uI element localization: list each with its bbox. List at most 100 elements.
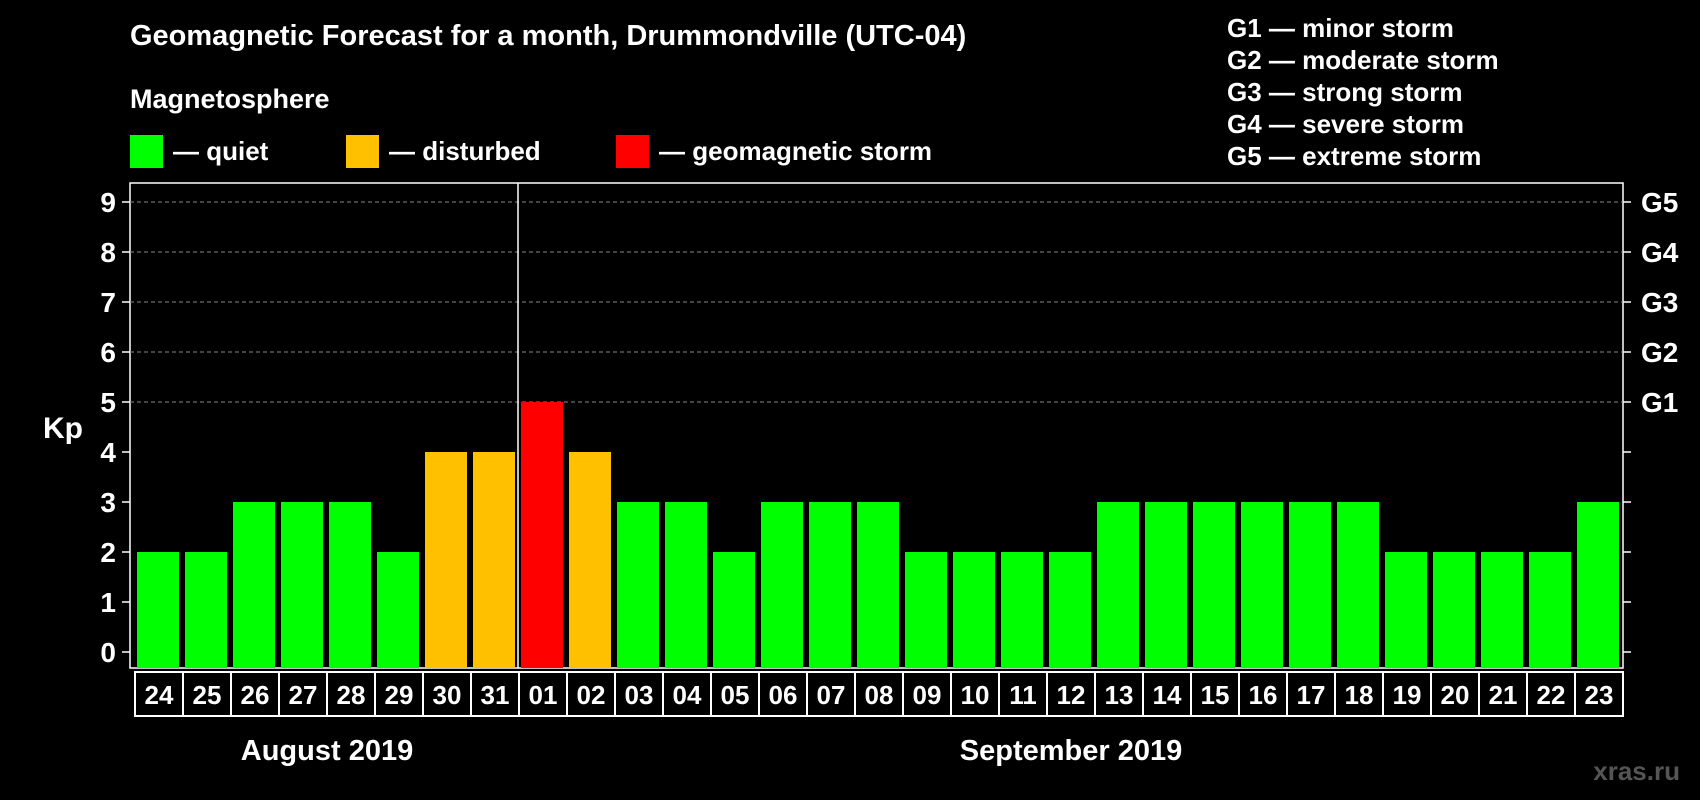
x-tick-label: 26 — [241, 680, 270, 710]
chart-title: Geomagnetic Forecast for a month, Drummo… — [130, 20, 967, 52]
watermark: xras.ru — [1593, 756, 1680, 786]
y-tick-label: 3 — [100, 487, 116, 518]
bar — [1529, 552, 1571, 668]
bar — [185, 552, 227, 668]
g-legend-g1: G1 — minor storm — [1227, 13, 1454, 43]
g-legend-g4: G4 — severe storm — [1227, 109, 1465, 139]
legend-swatch-storm — [616, 134, 649, 168]
y-axis-label: Kp — [43, 412, 83, 445]
bar — [665, 502, 707, 668]
bar — [1481, 552, 1523, 668]
bar — [1193, 502, 1235, 668]
x-tick-label: 15 — [1201, 680, 1230, 710]
g-legend-g3: G3 — strong storm — [1227, 77, 1463, 107]
month-label-september: September 2019 — [959, 735, 1183, 767]
bar — [569, 452, 611, 668]
y-tick-label: 5 — [100, 387, 116, 418]
y-tick-label: 4 — [100, 437, 116, 468]
y-tick-label: 7 — [100, 287, 116, 318]
x-tick-label: 03 — [625, 680, 654, 710]
legend-subtitle: Magnetosphere — [130, 84, 330, 114]
g-legend-g5: G5 — extreme storm — [1227, 141, 1482, 171]
legend-label-disturbed: — disturbed — [389, 135, 541, 166]
y-tick-label: 8 — [100, 237, 116, 268]
x-tick-label: 01 — [529, 680, 558, 710]
x-tick-label: 05 — [721, 680, 750, 710]
g-scale-legend: G1 — minor storm G2 — moderate storm G3 … — [1227, 12, 1499, 172]
bar — [377, 552, 419, 668]
x-tick-label: 02 — [577, 680, 606, 710]
g-level-label: G3 — [1641, 287, 1678, 318]
legend-label-quiet: — quiet — [173, 135, 269, 166]
x-tick-label: 13 — [1105, 680, 1134, 710]
y-tick-label: 9 — [100, 187, 116, 218]
g-level-label: G5 — [1641, 187, 1678, 218]
bar — [473, 452, 515, 668]
x-tick-label: 30 — [433, 680, 462, 710]
x-tick-label: 23 — [1585, 680, 1614, 710]
bar — [1289, 502, 1331, 668]
x-tick-label: 25 — [193, 680, 222, 710]
x-tick-label: 08 — [865, 680, 894, 710]
x-tick-label: 19 — [1393, 680, 1422, 710]
x-tick-label: 27 — [289, 680, 318, 710]
month-label-august: August 2019 — [240, 735, 414, 767]
bar — [1241, 502, 1283, 668]
g-legend-g2: G2 — moderate storm — [1227, 45, 1499, 75]
bar — [713, 552, 755, 668]
x-tick-label: 07 — [817, 680, 846, 710]
x-tick-label: 28 — [337, 680, 366, 710]
legend-item-disturbed: — disturbed — [346, 134, 541, 168]
x-tick-label: 17 — [1297, 680, 1326, 710]
g-level-label: G4 — [1641, 237, 1679, 268]
legend-item-storm: — geomagnetic storm — [616, 134, 932, 168]
bar — [905, 552, 947, 668]
x-tick-label: 18 — [1345, 680, 1374, 710]
bar — [617, 502, 659, 668]
bar — [521, 402, 563, 668]
bar — [425, 452, 467, 668]
bar — [953, 552, 995, 668]
bar — [809, 502, 851, 668]
bar — [1337, 502, 1379, 668]
bar — [857, 502, 899, 668]
legend-label-storm: — geomagnetic storm — [659, 135, 933, 166]
bar — [233, 502, 275, 668]
legend-swatch-disturbed — [346, 134, 379, 168]
x-tick-label: 24 — [145, 680, 174, 710]
x-tick-label: 29 — [385, 680, 414, 710]
y-tick-label: 0 — [100, 637, 116, 668]
g-level-label: G2 — [1641, 337, 1678, 368]
bar — [1577, 502, 1619, 668]
bar — [1433, 552, 1475, 668]
bar — [329, 502, 371, 668]
x-tick-label: 09 — [913, 680, 942, 710]
x-tick-label: 21 — [1489, 680, 1518, 710]
bar — [761, 502, 803, 668]
legend-swatch-quiet — [130, 134, 163, 168]
bar — [1097, 502, 1139, 668]
x-tick-label: 14 — [1153, 680, 1182, 710]
x-tick-label: 12 — [1057, 680, 1086, 710]
y-tick-label: 1 — [100, 587, 116, 618]
g-level-label: G1 — [1641, 387, 1678, 418]
x-tick-label: 11 — [1009, 680, 1037, 710]
x-tick-label: 22 — [1537, 680, 1566, 710]
x-tick-label: 10 — [961, 680, 990, 710]
x-tick-label: 31 — [481, 680, 510, 710]
bar — [281, 502, 323, 668]
bar — [1145, 502, 1187, 668]
x-tick-label: 06 — [769, 680, 798, 710]
bar — [137, 552, 179, 668]
bar — [1001, 552, 1043, 668]
bar — [1385, 552, 1427, 668]
x-tick-label: 04 — [673, 680, 702, 710]
x-tick-label: 16 — [1249, 680, 1278, 710]
legend-item-quiet: — quiet — [130, 134, 268, 168]
bar — [1049, 552, 1091, 668]
y-tick-label: 2 — [100, 537, 116, 568]
y-tick-label: 6 — [100, 337, 116, 368]
x-tick-label: 20 — [1441, 680, 1470, 710]
category-axis-box — [134, 671, 1624, 717]
